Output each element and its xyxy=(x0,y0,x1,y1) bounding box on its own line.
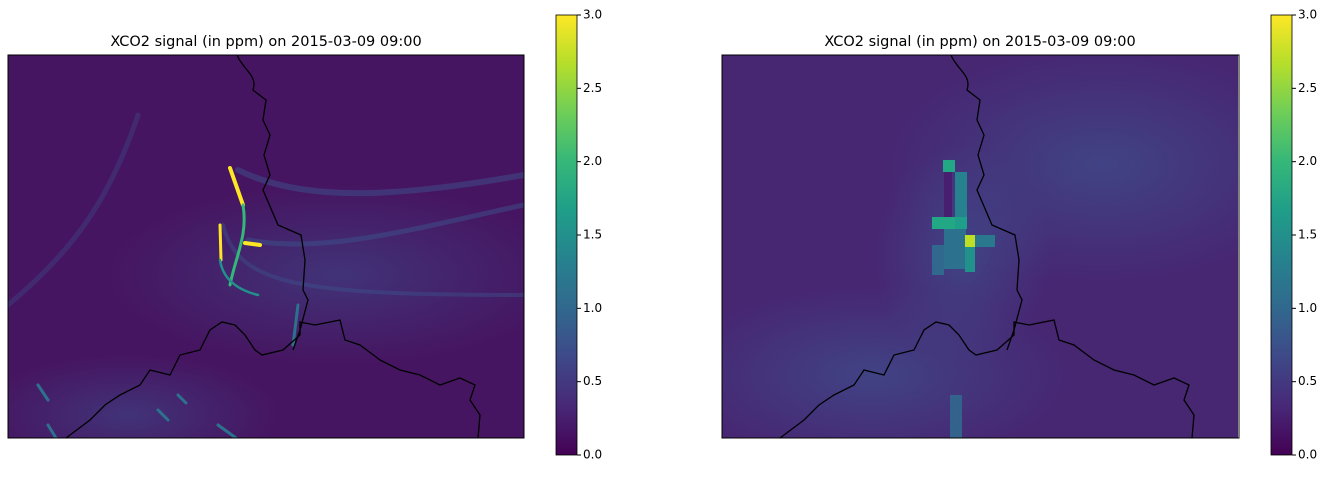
map-right xyxy=(721,54,1240,439)
chart-title: XCO2 signal (in ppm) on 2015-03-09 09:00 xyxy=(110,34,421,50)
colorbar-tick-label: 1.5 xyxy=(583,228,602,242)
colorbar-tick-label: 2.0 xyxy=(1298,154,1317,168)
colorbar-tick-label: 1.0 xyxy=(583,301,602,315)
chart-title: XCO2 signal (in ppm) on 2015-03-09 09:00 xyxy=(824,34,1135,50)
colorbar xyxy=(1270,14,1293,456)
colorbar-tick-label: 3.0 xyxy=(583,8,602,22)
colorbar-tick-label: 0.0 xyxy=(1298,448,1317,462)
colorbar-tick-label: 3.0 xyxy=(1298,8,1317,22)
colorbar-tick-label: 0.5 xyxy=(583,374,602,388)
colorbar-tick-label: 1.5 xyxy=(1298,228,1317,242)
colorbar-tick-label: 2.5 xyxy=(1298,81,1317,95)
colorbar-tick-label: 2.5 xyxy=(583,81,602,95)
colorbar-tick-label: 1.0 xyxy=(1298,301,1317,315)
colorbar-tick-label: 0.0 xyxy=(583,448,602,462)
colorbar-tick-label: 2.0 xyxy=(583,154,602,168)
colorbar xyxy=(555,14,578,456)
map-left xyxy=(7,54,525,439)
colorbar-tick-label: 0.5 xyxy=(1298,374,1317,388)
